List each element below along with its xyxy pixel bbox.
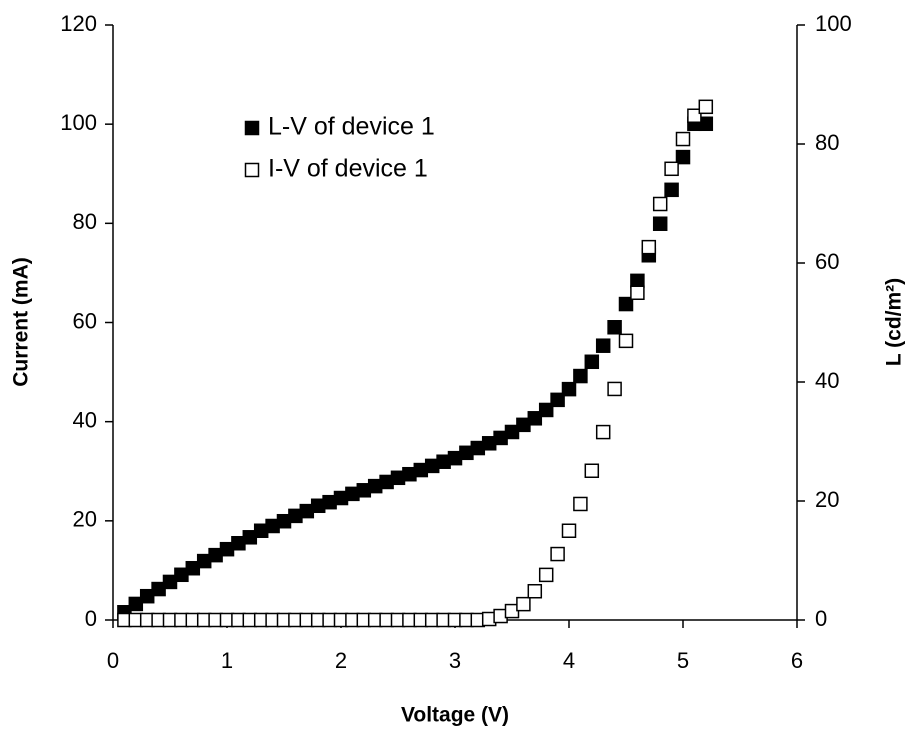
point	[618, 333, 634, 349]
point	[573, 496, 588, 512]
point	[675, 149, 691, 165]
point	[538, 567, 554, 583]
legend-label: L-V of device 1	[268, 113, 435, 141]
y-tick-label: 40	[73, 407, 97, 432]
point	[618, 296, 634, 312]
point	[664, 182, 679, 198]
point	[607, 320, 622, 335]
x-tick-label: 1	[221, 648, 233, 673]
y-tick-label: 0	[85, 606, 97, 631]
legend-marker	[244, 162, 260, 178]
legend-label: I-V of device 1	[268, 155, 428, 183]
point	[573, 368, 588, 384]
point	[687, 108, 702, 123]
y2-tick-label: 20	[815, 487, 839, 512]
y2-axis-label: L (cd/m²)	[883, 278, 906, 366]
x-tick-label: 4	[563, 648, 575, 673]
point	[527, 411, 543, 426]
y-axis-label: Current (mA)	[10, 257, 33, 387]
point	[128, 596, 144, 612]
x-tick-label: 5	[677, 648, 689, 673]
point	[664, 161, 679, 177]
point	[550, 546, 565, 562]
point	[595, 338, 611, 353]
point	[584, 463, 600, 479]
point	[675, 131, 691, 147]
y-tick-label: 100	[60, 110, 97, 135]
y-tick-label: 80	[73, 209, 97, 234]
x-axis-label: Voltage (V)	[401, 704, 509, 727]
point	[584, 354, 600, 370]
y2-tick-label: 40	[815, 368, 839, 393]
point	[698, 116, 714, 132]
x-tick-label: 0	[107, 648, 119, 673]
point	[641, 239, 657, 255]
x-tick-label: 3	[449, 648, 461, 673]
point	[561, 523, 577, 538]
x-tick-label: 6	[791, 648, 803, 673]
y-tick-label: 120	[60, 11, 97, 36]
y2-tick-label: 100	[815, 11, 852, 36]
point	[698, 99, 714, 115]
point	[652, 216, 668, 231]
y2-tick-label: 0	[815, 606, 827, 631]
point	[630, 285, 645, 300]
legend-marker	[244, 120, 260, 136]
point	[607, 381, 622, 397]
point	[652, 196, 668, 212]
y2-tick-label: 60	[815, 249, 839, 274]
point	[595, 424, 611, 440]
point	[538, 402, 554, 418]
y-tick-label: 60	[73, 308, 97, 333]
point	[561, 381, 577, 397]
x-tick-label: 2	[335, 648, 347, 673]
y-tick-label: 20	[73, 507, 97, 532]
point	[516, 596, 531, 612]
point	[527, 583, 543, 599]
y2-tick-label: 80	[815, 130, 839, 155]
point	[550, 392, 565, 408]
point	[630, 273, 645, 289]
